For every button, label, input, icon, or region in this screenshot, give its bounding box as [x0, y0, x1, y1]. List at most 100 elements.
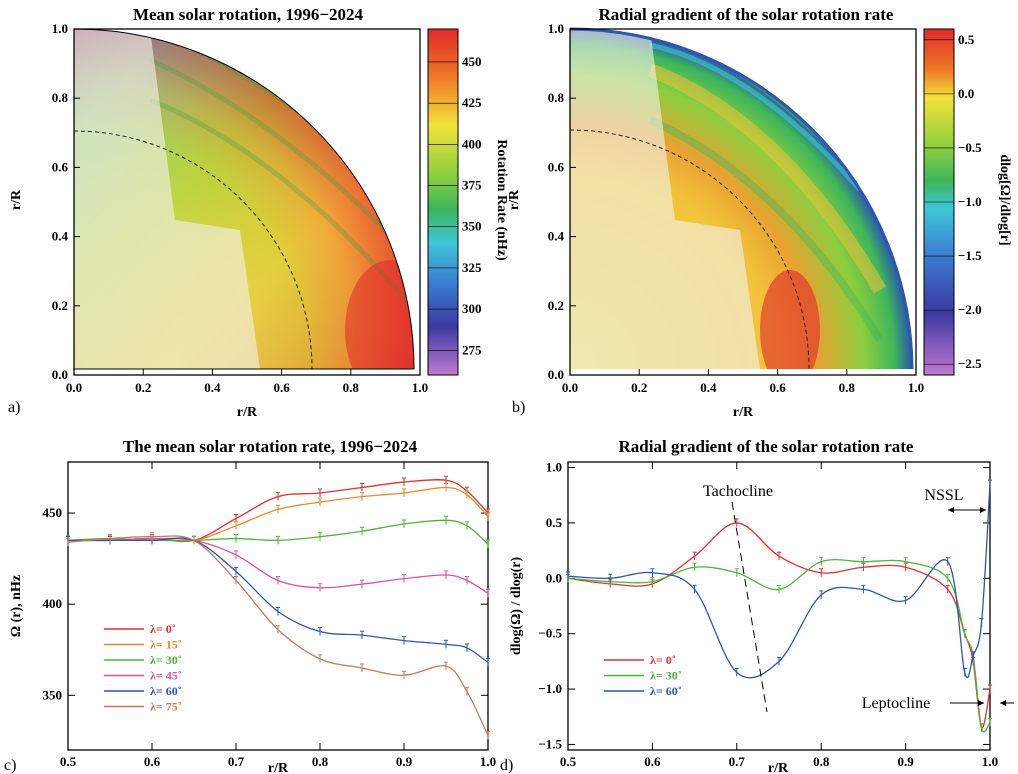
- x-tick-label: 1.0: [480, 754, 496, 769]
- x-tick-label: 0.8: [312, 754, 329, 769]
- colorbar-b-label: dlog[Ω]/dlog[r]: [997, 154, 1012, 245]
- colorbar-tick-label: 0.5: [958, 32, 975, 47]
- y-tick-label: −1.0: [538, 681, 562, 696]
- colorbar-tick-label: 425: [462, 95, 482, 110]
- annotation-nssl: NSSL: [924, 487, 963, 504]
- nssl-arrow: [948, 507, 986, 513]
- x-tick-label: 0.8: [343, 380, 360, 395]
- panel-c: The mean solar rotation rate, 1996−2024 …: [4, 437, 496, 774]
- colorbar-tick-label: 275: [462, 342, 482, 357]
- panel-d-xlabel: r/R: [768, 761, 789, 774]
- annotation-leptocline: Leptocline: [862, 695, 930, 712]
- panel-c-title: The mean solar rotation rate, 1996−2024: [123, 437, 418, 456]
- panel-a-title: Mean solar rotation, 1996−2024: [133, 5, 364, 24]
- y-tick-label: 1.0: [546, 460, 562, 475]
- x-tick-label: 0.6: [273, 380, 290, 395]
- colorbar-a: [427, 28, 459, 376]
- annotation-tachocline: Tachocline: [703, 483, 773, 500]
- tachocline-dash: [731, 501, 768, 713]
- y-tick-label: −0.5: [538, 626, 562, 641]
- panel-d-frame: [567, 461, 991, 751]
- y-tick-label: 0.6: [548, 159, 565, 174]
- panel-a: Mean solar rotation, 1996−2024 0.0 0.2 0.4…: [8, 5, 509, 420]
- panel-c-frame: [67, 461, 489, 751]
- panel-d-title: Radial gradient of the solar rotation ra…: [619, 437, 914, 456]
- panel-b-frame: [569, 28, 917, 376]
- legend-label: λ= 75˚: [150, 700, 182, 714]
- y-tick-label: 0.6: [52, 159, 69, 174]
- colorbar-tick-label: 0.0: [958, 86, 974, 101]
- y-tick-label: 0.0: [52, 367, 68, 382]
- y-tick-label: 0.4: [52, 229, 69, 244]
- legend-label: λ= 15˚: [150, 638, 182, 652]
- legend-label: λ= 60˚: [650, 684, 682, 698]
- x-tick-label: 0.7: [729, 754, 746, 769]
- colorbar-tick-label: 350: [462, 219, 482, 234]
- x-tick-label: 0.2: [135, 380, 151, 395]
- series-line: [567, 484, 991, 679]
- y-tick-label: 450: [43, 505, 63, 520]
- y-tick-label: 0.4: [548, 229, 565, 244]
- y-tick-label: −1.5: [538, 736, 562, 751]
- x-tick-label: 0.7: [228, 754, 245, 769]
- y-tick-label: 0.2: [548, 298, 564, 313]
- y-tick-label: 0.2: [52, 298, 68, 313]
- colorbar-tick-label: 325: [462, 260, 482, 275]
- panel-b-ylabel: r/R: [507, 189, 522, 210]
- series-line: [68, 537, 489, 664]
- y-tick-label: 1.0: [52, 21, 68, 36]
- series-line: [67, 535, 489, 736]
- colorbar-tick-label: 375: [462, 178, 482, 193]
- colorbar-tick-label: −0.5: [958, 140, 982, 155]
- colorbar-tick-label: −2.5: [958, 356, 982, 371]
- legend-label: λ= 0˚: [150, 622, 176, 636]
- x-tick-label: 0.5: [60, 754, 77, 769]
- y-tick-label: 400: [43, 596, 63, 611]
- panel-a-ylabel: r/R: [9, 189, 24, 210]
- legend-label: λ= 45˚: [150, 669, 182, 683]
- x-tick-label: 1.0: [982, 754, 998, 769]
- y-tick-label: 0.0: [548, 367, 564, 382]
- colorbar-tick-label: 450: [462, 54, 482, 69]
- x-tick-label: 1.0: [908, 380, 924, 395]
- panel-c-ylabel: Ω (r), nHz: [9, 575, 24, 637]
- panel-d-ylabel: dlog(Ω) / dlog(r): [509, 557, 524, 656]
- panel-a-xlabel: r/R: [237, 405, 258, 420]
- colorbar-tick-label: 300: [462, 301, 482, 316]
- colorbar-tick-label: 400: [462, 136, 482, 151]
- leptocline-arrows: [950, 700, 1014, 706]
- colorbar-tick-label: −1.0: [958, 194, 982, 209]
- colorbar-tick-label: −1.5: [958, 248, 982, 263]
- x-tick-label: 0.9: [396, 754, 413, 769]
- y-tick-label: 350: [43, 687, 63, 702]
- y-tick-label: 0.5: [546, 515, 563, 530]
- x-tick-label: 0.9: [897, 754, 914, 769]
- x-tick-label: 0.4: [700, 380, 717, 395]
- panel-b: Radial gradient of the solar rotation ra…: [507, 5, 1012, 420]
- panel-c-letter: c): [4, 757, 16, 774]
- panel-b-rim: [569, 27, 914, 370]
- x-tick-label: 0.0: [562, 380, 578, 395]
- panel-b-title: Radial gradient of the solar rotation ra…: [599, 5, 894, 24]
- legend-label: λ= 60˚: [150, 684, 182, 698]
- panel-d: Radial gradient of the solar rotation ra…: [500, 437, 1014, 774]
- y-tick-label: 0.0: [546, 570, 562, 585]
- panel-c-xlabel: r/R: [268, 761, 289, 774]
- panel-b-heatmap: [570, 29, 912, 369]
- panel-b-letter: b): [512, 399, 525, 416]
- x-tick-label: 0.0: [66, 380, 82, 395]
- legend-label: λ= 0˚: [650, 653, 676, 667]
- legend-label: λ= 30˚: [650, 669, 682, 683]
- panel-a-letter: a): [8, 399, 20, 416]
- x-tick-label: 0.8: [839, 380, 856, 395]
- y-tick-label: 1.0: [548, 21, 564, 36]
- x-tick-label: 0.6: [644, 754, 661, 769]
- panel-a-frame: [73, 28, 421, 376]
- colorbar-a-label: Rotation Rate (nHz): [494, 139, 509, 261]
- x-tick-label: 0.2: [631, 380, 647, 395]
- colorbar-tick-label: −2.0: [958, 302, 982, 317]
- x-tick-label: 0.5: [560, 754, 577, 769]
- x-tick-label: 0.6: [144, 754, 161, 769]
- legend-label: λ= 30˚: [150, 653, 182, 667]
